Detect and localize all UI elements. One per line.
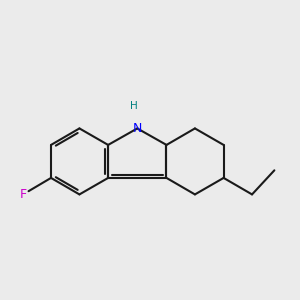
Text: F: F	[20, 188, 27, 201]
Text: H: H	[130, 100, 137, 111]
Text: N: N	[133, 122, 142, 135]
